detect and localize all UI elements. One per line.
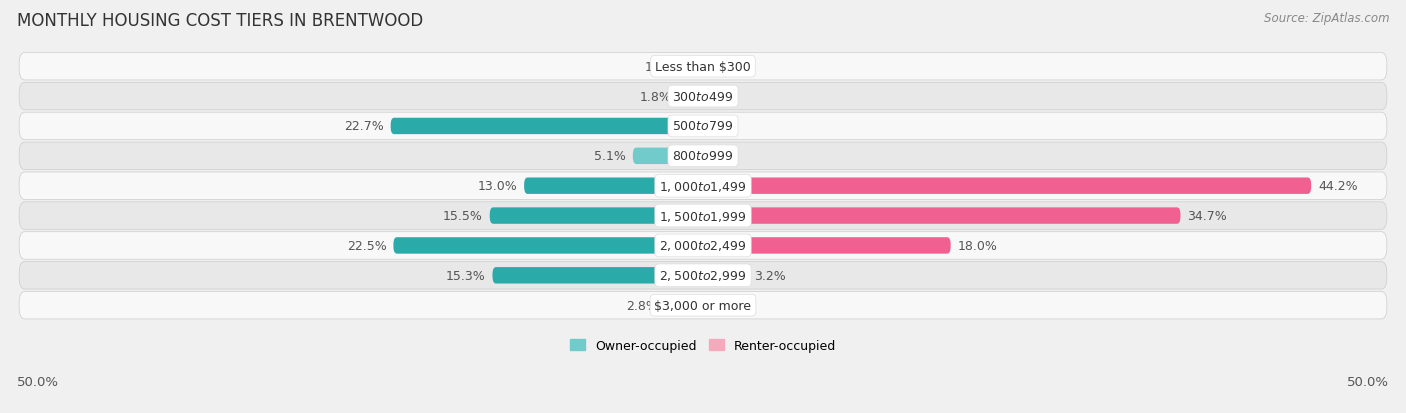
Text: 44.2%: 44.2% — [1317, 180, 1358, 193]
Text: 50.0%: 50.0% — [17, 375, 59, 388]
FancyBboxPatch shape — [703, 268, 747, 284]
Text: $500 to $799: $500 to $799 — [672, 120, 734, 133]
Text: 22.5%: 22.5% — [347, 240, 387, 252]
Text: $800 to $999: $800 to $999 — [672, 150, 734, 163]
Text: 15.5%: 15.5% — [443, 209, 482, 223]
Text: MONTHLY HOUSING COST TIERS IN BRENTWOOD: MONTHLY HOUSING COST TIERS IN BRENTWOOD — [17, 12, 423, 30]
Text: 15.3%: 15.3% — [446, 269, 485, 282]
Text: 50.0%: 50.0% — [1347, 375, 1389, 388]
Text: Less than $300: Less than $300 — [655, 61, 751, 74]
FancyBboxPatch shape — [20, 173, 1386, 200]
FancyBboxPatch shape — [492, 268, 703, 284]
Text: 5.1%: 5.1% — [595, 150, 626, 163]
FancyBboxPatch shape — [703, 208, 1181, 224]
FancyBboxPatch shape — [20, 53, 1386, 81]
Text: $2,500 to $2,999: $2,500 to $2,999 — [659, 269, 747, 282]
FancyBboxPatch shape — [633, 148, 703, 165]
Legend: Owner-occupied, Renter-occupied: Owner-occupied, Renter-occupied — [565, 334, 841, 357]
FancyBboxPatch shape — [678, 89, 703, 105]
FancyBboxPatch shape — [20, 232, 1386, 259]
Text: Source: ZipAtlas.com: Source: ZipAtlas.com — [1264, 12, 1389, 25]
FancyBboxPatch shape — [489, 208, 703, 224]
FancyBboxPatch shape — [683, 59, 703, 75]
Text: $1,500 to $1,999: $1,500 to $1,999 — [659, 209, 747, 223]
FancyBboxPatch shape — [703, 178, 1312, 195]
FancyBboxPatch shape — [20, 113, 1386, 140]
FancyBboxPatch shape — [20, 83, 1386, 111]
FancyBboxPatch shape — [665, 297, 703, 313]
Text: 1.8%: 1.8% — [640, 90, 671, 103]
Text: $3,000 or more: $3,000 or more — [655, 299, 751, 312]
FancyBboxPatch shape — [394, 237, 703, 254]
Text: 3.2%: 3.2% — [754, 269, 786, 282]
FancyBboxPatch shape — [20, 262, 1386, 290]
Text: 13.0%: 13.0% — [478, 180, 517, 193]
FancyBboxPatch shape — [391, 119, 703, 135]
Text: 18.0%: 18.0% — [957, 240, 997, 252]
Text: $300 to $499: $300 to $499 — [672, 90, 734, 103]
Text: 34.7%: 34.7% — [1187, 209, 1227, 223]
Text: 1.4%: 1.4% — [645, 61, 676, 74]
Text: 2.8%: 2.8% — [626, 299, 658, 312]
Text: $2,000 to $2,499: $2,000 to $2,499 — [659, 239, 747, 253]
FancyBboxPatch shape — [20, 202, 1386, 230]
FancyBboxPatch shape — [20, 143, 1386, 170]
Text: $1,000 to $1,499: $1,000 to $1,499 — [659, 179, 747, 193]
Text: 22.7%: 22.7% — [344, 120, 384, 133]
FancyBboxPatch shape — [703, 237, 950, 254]
FancyBboxPatch shape — [524, 178, 703, 195]
FancyBboxPatch shape — [20, 292, 1386, 319]
